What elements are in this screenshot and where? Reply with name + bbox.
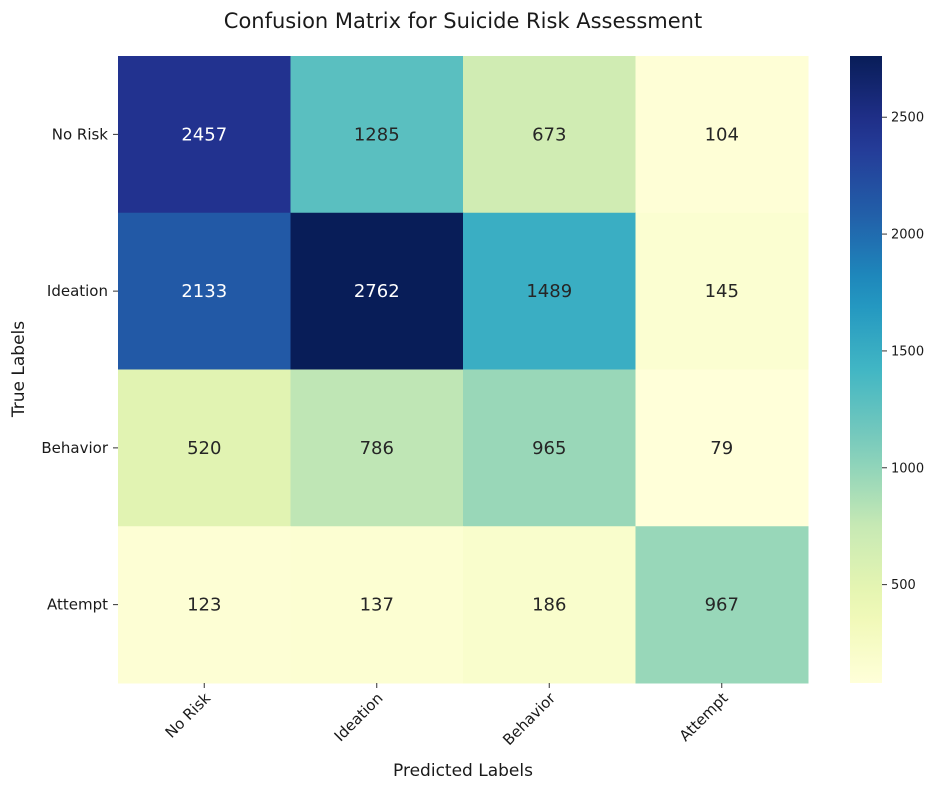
- x-tick-label: Behavior: [499, 689, 559, 749]
- cell-value-label: 965: [532, 438, 566, 459]
- cell-value-label: 137: [360, 595, 394, 616]
- heatmap-cell: [290, 526, 464, 684]
- cell-value-label: 520: [187, 438, 221, 459]
- x-axis-ticks: No Risk Ideation Behavior Attempt: [162, 683, 732, 749]
- heatmap-cell: [290, 369, 464, 527]
- heatmap-cells: [118, 56, 809, 684]
- y-tick-label: No Risk: [52, 125, 109, 143]
- heatmap-cell: [290, 56, 464, 214]
- heatmap-cell: [635, 526, 809, 684]
- y-tick-label: Ideation: [47, 282, 108, 300]
- colorbar-tick-label: 500: [891, 578, 916, 593]
- heatmap-cell: [290, 212, 464, 370]
- colorbar-tick-label: 2500: [891, 111, 924, 126]
- cell-value-label: 2762: [354, 281, 400, 302]
- heatmap-cell: [635, 369, 809, 527]
- cell-value-label: 123: [187, 595, 221, 616]
- heatmap-cell: [463, 56, 636, 214]
- colorbar-tick-label: 2000: [891, 228, 924, 243]
- heatmap-cell: [635, 56, 809, 214]
- cell-value-label: 673: [532, 124, 566, 145]
- cell-value-label: 145: [705, 281, 739, 302]
- x-axis-label: Predicted Labels: [393, 761, 533, 781]
- heatmap-cell: [118, 56, 291, 214]
- cell-value-label: 967: [705, 595, 739, 616]
- heatmap-cell: [463, 369, 636, 527]
- y-axis-label: True Labels: [9, 321, 29, 418]
- heatmap-cell-labels: 2457 1285 673 104 2133 2762 1489 145 520 786 965 79…: [181, 124, 739, 615]
- cell-value-label: 1489: [526, 281, 572, 302]
- heatmap-cell: [118, 526, 291, 684]
- heatmap-cell: [118, 212, 291, 370]
- colorbar-ticks: 500 1000 1500 2000 2500: [882, 111, 924, 593]
- colorbar: [850, 56, 882, 683]
- heatmap-cell: [463, 212, 636, 370]
- chart-title: Confusion Matrix for Suicide Risk Assess…: [224, 9, 702, 33]
- cell-value-label: 1285: [354, 124, 400, 145]
- cell-value-label: 104: [705, 124, 739, 145]
- x-tick-label: No Risk: [162, 689, 215, 742]
- heatmap-cell: [463, 526, 636, 684]
- cell-value-label: 786: [360, 438, 394, 459]
- heatmap-cell: [635, 212, 809, 370]
- x-tick-label: Attempt: [676, 689, 732, 745]
- y-tick-label: Attempt: [47, 596, 108, 614]
- colorbar-tick-label: 1000: [891, 461, 924, 476]
- y-axis-ticks: No Risk Ideation Behavior Attempt: [41, 125, 118, 614]
- y-tick-label: Behavior: [41, 439, 108, 457]
- cell-value-label: 2133: [181, 281, 227, 302]
- x-tick-label: Ideation: [331, 689, 387, 745]
- heatmap-cell: [118, 369, 291, 527]
- cell-value-label: 186: [532, 595, 566, 616]
- cell-value-label: 79: [710, 438, 733, 459]
- cell-value-label: 2457: [181, 124, 227, 145]
- colorbar-tick-label: 1500: [891, 344, 924, 359]
